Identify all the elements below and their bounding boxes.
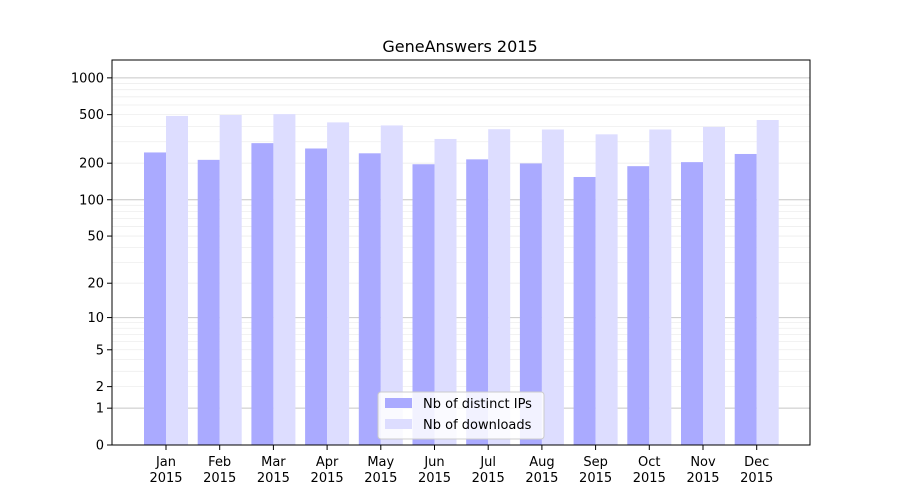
x-tick-label-month: Apr bbox=[316, 455, 339, 470]
bar bbox=[358, 153, 381, 445]
x-tick-label-year: 2015 bbox=[740, 471, 773, 486]
bar bbox=[380, 125, 403, 446]
x-tick-label-year: 2015 bbox=[525, 471, 558, 486]
x-tick-label-year: 2015 bbox=[633, 471, 666, 486]
x-tick-label-year: 2015 bbox=[364, 471, 397, 486]
bar bbox=[219, 114, 242, 445]
x-tick-label-year: 2015 bbox=[257, 471, 290, 486]
bar bbox=[541, 129, 564, 446]
legend-label: Nb of downloads bbox=[423, 418, 532, 433]
legend-box bbox=[377, 391, 545, 440]
y-tick-label: 1000 bbox=[71, 71, 104, 86]
y-tick-label: 20 bbox=[87, 277, 104, 292]
bar bbox=[595, 134, 618, 445]
y-tick-label: 50 bbox=[87, 230, 104, 245]
bar bbox=[434, 138, 457, 445]
legend-swatch bbox=[385, 419, 412, 429]
x-tick-label-month: Feb bbox=[208, 455, 231, 470]
bar bbox=[412, 164, 435, 445]
y-tick-label: 500 bbox=[79, 108, 104, 123]
legend-swatch bbox=[385, 398, 412, 408]
plot-frame bbox=[111, 59, 811, 446]
bar bbox=[144, 152, 166, 445]
bar bbox=[305, 148, 328, 445]
x-tick-label-month: May bbox=[367, 455, 394, 470]
bar bbox=[627, 166, 650, 445]
x-tick-label-month: Sep bbox=[583, 455, 608, 470]
x-tick-label-year: 2015 bbox=[203, 471, 236, 486]
bar bbox=[519, 163, 542, 445]
y-tick-label: 5 bbox=[96, 343, 104, 358]
x-tick-label-month: Jun bbox=[423, 455, 444, 470]
chart-title: GeneAnswers 2015 bbox=[382, 37, 537, 56]
x-tick-label-month: Aug bbox=[529, 455, 554, 470]
y-tick-label: 0 bbox=[96, 439, 104, 454]
bar bbox=[466, 159, 489, 445]
bars bbox=[144, 114, 779, 446]
bar bbox=[573, 176, 596, 445]
y-tick-label: 1 bbox=[96, 402, 104, 417]
x-tick-label-month: Nov bbox=[690, 455, 716, 470]
y-tick-label: 10 bbox=[87, 311, 104, 326]
x-tick-label-year: 2015 bbox=[311, 471, 344, 486]
bar bbox=[734, 153, 757, 445]
x-tick-label-year: 2015 bbox=[686, 471, 719, 486]
y-tick-label: 2 bbox=[96, 380, 104, 395]
x-tick-label-year: 2015 bbox=[149, 471, 182, 486]
x-tick-label-year: 2015 bbox=[418, 471, 451, 486]
x-tick-label-month: Jul bbox=[479, 455, 496, 470]
x-tick-label-month: Jan bbox=[155, 455, 176, 470]
x-tick-label-year: 2015 bbox=[579, 471, 612, 486]
bar bbox=[251, 143, 274, 445]
x-tick-label-month: Dec bbox=[744, 455, 769, 470]
legend-label: Nb of distinct IPs bbox=[423, 397, 532, 412]
y-axis: 0 1 2 5 10 20 50 100 200 500 1000 bbox=[71, 71, 112, 454]
bar bbox=[327, 122, 350, 446]
bar bbox=[756, 119, 779, 445]
x-axis: Jan2015Feb2015Mar2015Apr2015May2015Jun20… bbox=[149, 445, 773, 486]
bar bbox=[166, 115, 188, 445]
bar bbox=[703, 126, 725, 445]
y-tick-label: 100 bbox=[79, 193, 104, 208]
x-tick-label-year: 2015 bbox=[472, 471, 505, 486]
bar bbox=[649, 129, 672, 446]
bar bbox=[197, 159, 220, 445]
x-tick-label-month: Mar bbox=[261, 455, 286, 470]
legend: Nb of distinct IPs Nb of downloads bbox=[377, 391, 545, 440]
y-tick-label: 200 bbox=[79, 157, 104, 172]
bar bbox=[488, 129, 511, 445]
bar bbox=[681, 162, 703, 445]
bar bbox=[273, 114, 296, 446]
x-tick-label-month: Oct bbox=[638, 455, 660, 470]
